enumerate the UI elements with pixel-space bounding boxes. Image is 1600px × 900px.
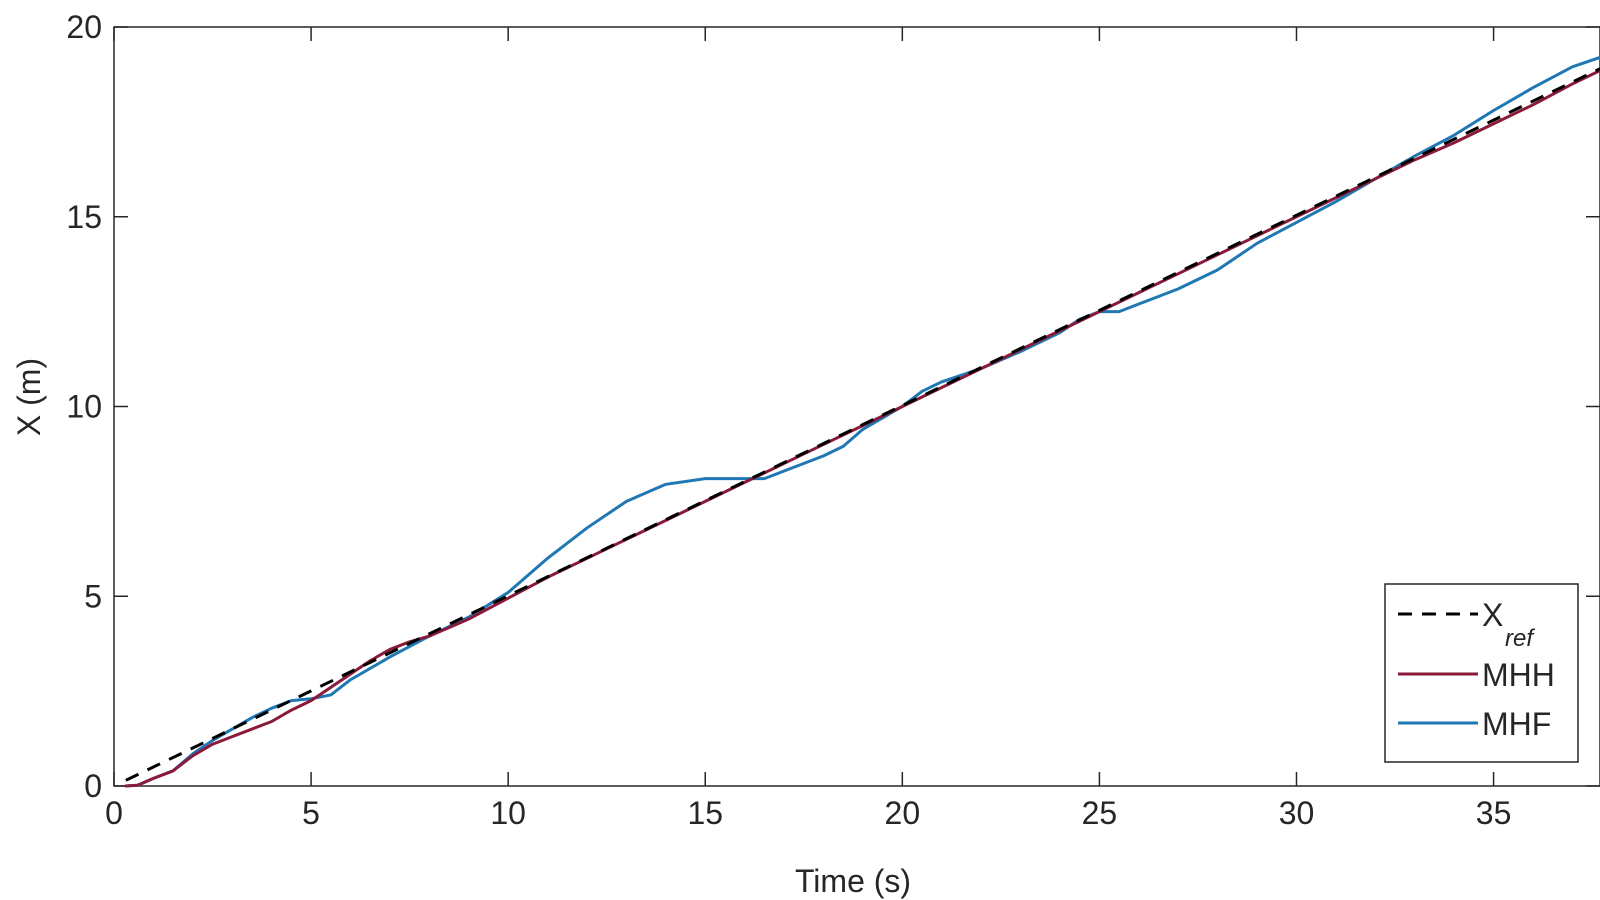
- axis-labels: Time (s) X (m): [11, 358, 911, 899]
- x-axis-title: Time (s): [795, 863, 911, 899]
- series-line-mhf: [124, 55, 1600, 788]
- y-axis-title: X (m): [11, 358, 47, 436]
- y-tick-label: 0: [84, 768, 102, 804]
- axis-ticks: 0 5 10 15 20 25 30 35 0 5 10 15 20: [66, 9, 1600, 831]
- x-tick-label: 25: [1082, 795, 1118, 831]
- x-tick-label: 35: [1476, 795, 1512, 831]
- x-tick-label: 10: [490, 795, 526, 831]
- legend-label-mhh: MHH: [1482, 657, 1555, 693]
- x-tick-label: 5: [302, 795, 320, 831]
- x-tick-label: 20: [885, 795, 921, 831]
- y-tick-label: 20: [66, 9, 102, 45]
- legend-label-mhf: MHF: [1482, 706, 1551, 742]
- y-tick-label: 5: [84, 578, 102, 614]
- series-line-xref: [125, 67, 1600, 782]
- x-tick-label: 30: [1279, 795, 1315, 831]
- y-tick-label: 10: [66, 389, 102, 425]
- legend-label-subscript-xref: ref: [1505, 625, 1535, 652]
- x-tick-label: 15: [687, 795, 723, 831]
- data-series: [124, 55, 1600, 788]
- x-tick-label: 0: [105, 795, 123, 831]
- legend-label-xref: X: [1482, 597, 1503, 633]
- series-line-mhh: [124, 69, 1600, 788]
- y-tick-label: 15: [66, 199, 102, 235]
